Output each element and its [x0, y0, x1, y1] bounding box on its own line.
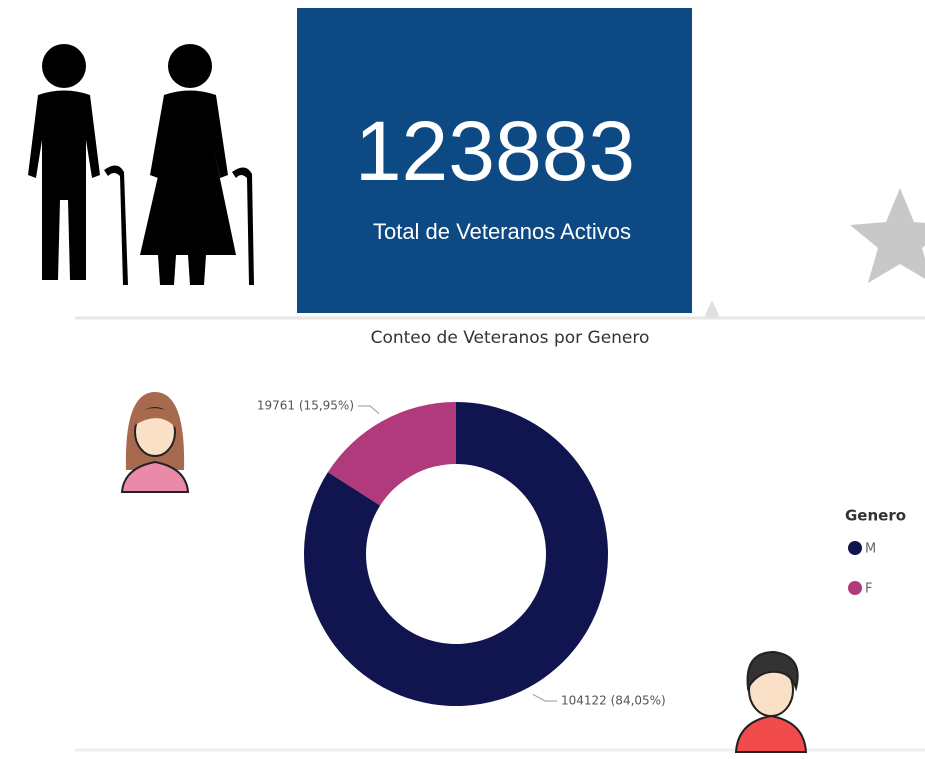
- leader-line: [532, 693, 557, 702]
- legend-label: M: [865, 542, 876, 557]
- chart-title: Conteo de Veteranos por Genero: [371, 328, 650, 348]
- legend-title: Genero: [845, 507, 906, 525]
- legend-marker: [848, 581, 862, 595]
- kpi-value: 123883: [355, 104, 635, 198]
- legend-marker: [848, 541, 862, 555]
- elderly-icon: [28, 44, 254, 285]
- leader-line: [358, 405, 380, 415]
- kpi-label: Total de Veteranos Activos: [373, 219, 631, 244]
- woman-avatar: [120, 392, 190, 493]
- pie-slice: [327, 402, 456, 506]
- kpi-card: [297, 8, 692, 313]
- data-label: 19761 (15,95%): [257, 399, 354, 413]
- pie-slice: [303, 402, 608, 706]
- decor: [704, 300, 720, 318]
- data-label: 104122 (84,05%): [561, 694, 666, 708]
- legend-label: F: [865, 582, 872, 597]
- man-avatar: [734, 650, 808, 753]
- star-icon: [850, 188, 925, 283]
